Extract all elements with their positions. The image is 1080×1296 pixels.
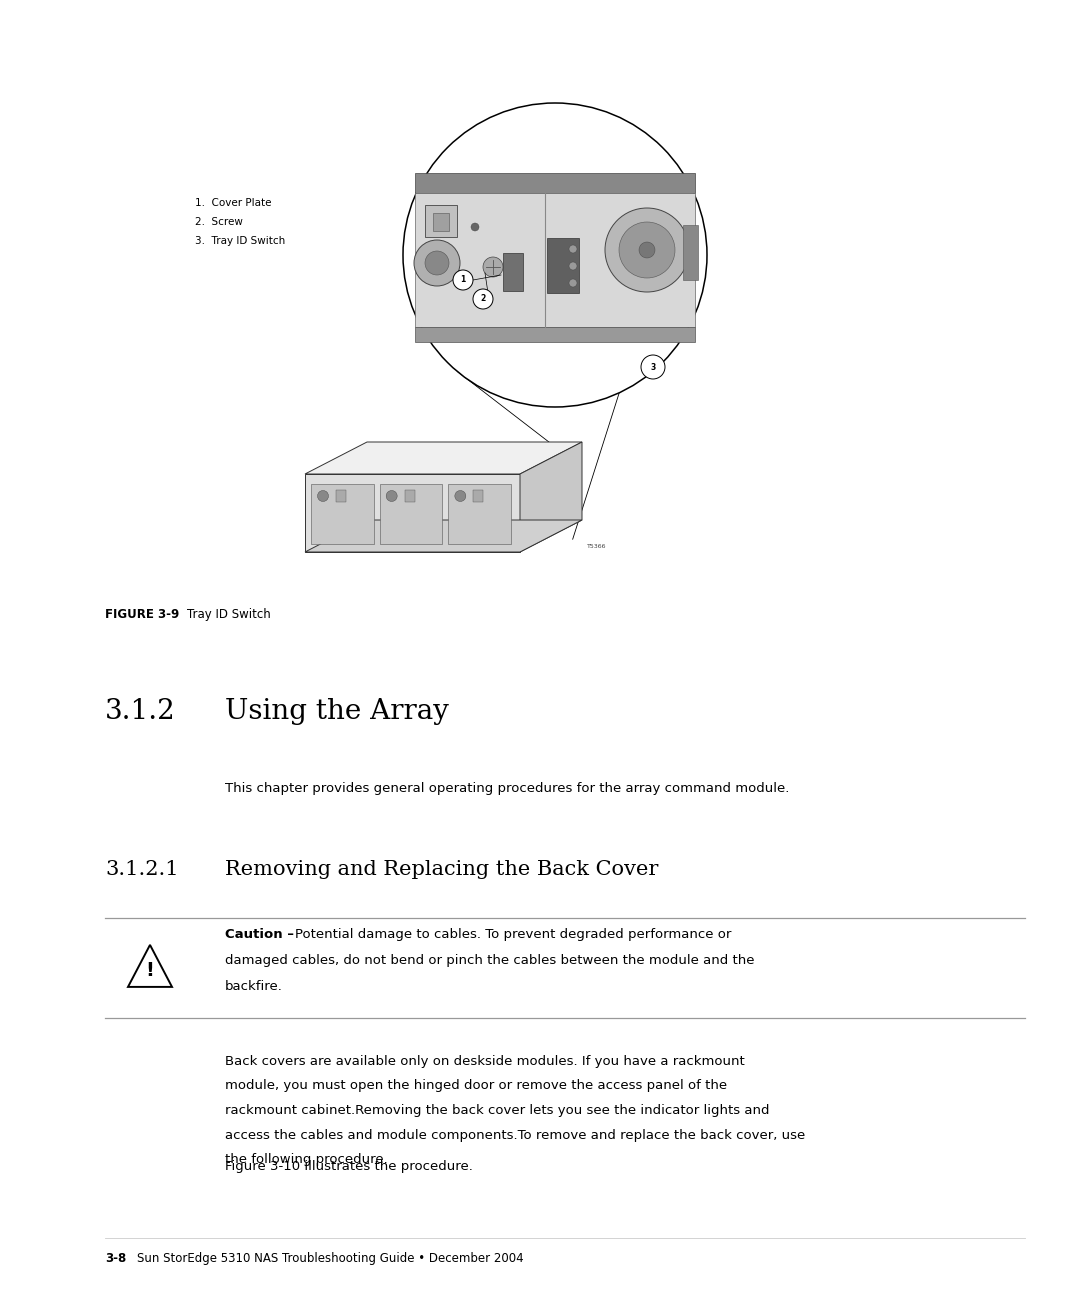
Bar <box>546 238 579 293</box>
Polygon shape <box>415 327 696 342</box>
Text: rackmount cabinet.Removing the back cover lets you see the indicator lights and: rackmount cabinet.Removing the back cove… <box>225 1104 769 1117</box>
Bar <box>503 253 523 292</box>
Text: damaged cables, do not bend or pinch the cables between the module and the: damaged cables, do not bend or pinch the… <box>225 954 755 967</box>
Text: module, you must open the hinged door or remove the access panel of the: module, you must open the hinged door or… <box>225 1080 727 1093</box>
Bar <box>380 483 443 544</box>
Circle shape <box>471 223 480 231</box>
Bar <box>336 490 346 502</box>
Text: 2.  Screw: 2. Screw <box>195 216 243 227</box>
Circle shape <box>414 240 460 286</box>
Circle shape <box>403 102 707 407</box>
Text: Removing and Replacing the Back Cover: Removing and Replacing the Back Cover <box>225 861 659 879</box>
Bar <box>683 226 698 280</box>
Circle shape <box>569 279 577 286</box>
Circle shape <box>619 222 675 279</box>
Text: Figure 3-10 illustrates the procedure.: Figure 3-10 illustrates the procedure. <box>225 1160 473 1173</box>
Text: access the cables and module components.To remove and replace the back cover, us: access the cables and module components.… <box>225 1129 806 1142</box>
Circle shape <box>453 270 473 290</box>
Polygon shape <box>305 520 582 552</box>
Text: 3-8: 3-8 <box>105 1252 126 1265</box>
Text: 3.  Tray ID Switch: 3. Tray ID Switch <box>195 236 285 246</box>
Text: Potential damage to cables. To prevent degraded performance or: Potential damage to cables. To prevent d… <box>295 928 731 941</box>
Polygon shape <box>305 442 582 474</box>
Polygon shape <box>415 172 696 193</box>
Circle shape <box>642 355 665 378</box>
Text: the following procedure.: the following procedure. <box>225 1153 388 1166</box>
Text: !: ! <box>146 962 154 981</box>
Text: 3.1.2: 3.1.2 <box>105 699 176 724</box>
Bar <box>311 483 374 544</box>
Circle shape <box>483 257 503 277</box>
Text: backfire.: backfire. <box>225 980 283 993</box>
Bar <box>433 213 449 231</box>
Bar <box>448 483 511 544</box>
Text: 1: 1 <box>460 276 465 285</box>
Text: Using the Array: Using the Array <box>225 699 449 724</box>
Circle shape <box>473 289 492 308</box>
Bar <box>426 205 457 237</box>
Text: T5366: T5366 <box>588 544 607 550</box>
Text: FIGURE 3-9: FIGURE 3-9 <box>105 608 179 621</box>
Text: 1.  Cover Plate: 1. Cover Plate <box>195 198 271 207</box>
Text: 2: 2 <box>481 294 486 303</box>
Bar <box>405 490 415 502</box>
Text: Tray ID Switch: Tray ID Switch <box>187 608 271 621</box>
Circle shape <box>639 242 654 258</box>
Circle shape <box>318 490 328 502</box>
Text: 3.1.2.1: 3.1.2.1 <box>105 861 178 879</box>
Polygon shape <box>415 193 696 327</box>
Text: 3: 3 <box>650 363 656 372</box>
Circle shape <box>387 490 397 502</box>
Circle shape <box>426 251 449 275</box>
Text: This chapter provides general operating procedures for the array command module.: This chapter provides general operating … <box>225 781 789 794</box>
Circle shape <box>455 490 465 502</box>
Text: Back covers are available only on deskside modules. If you have a rackmount: Back covers are available only on desksi… <box>225 1055 745 1068</box>
Polygon shape <box>305 474 519 552</box>
Circle shape <box>569 262 577 270</box>
Polygon shape <box>519 442 582 552</box>
Circle shape <box>569 245 577 253</box>
Text: Caution –: Caution – <box>225 928 294 941</box>
Circle shape <box>605 207 689 292</box>
Text: Sun StorEdge 5310 NAS Troubleshooting Guide • December 2004: Sun StorEdge 5310 NAS Troubleshooting Gu… <box>137 1252 524 1265</box>
Bar <box>473 490 484 502</box>
